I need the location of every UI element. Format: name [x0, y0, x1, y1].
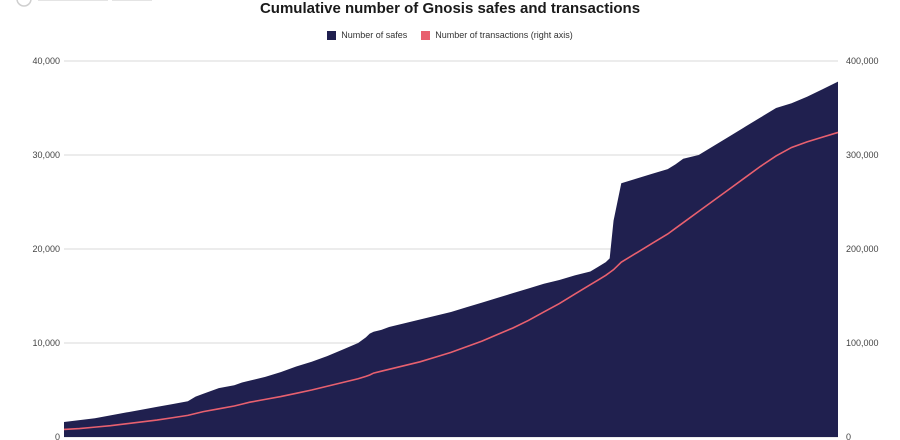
y2-tick-label: 0 [846, 432, 851, 440]
y-tick-label: 30,000 [32, 150, 60, 160]
y2-tick-label: 300,000 [846, 150, 879, 160]
y2-tick-label: 100,000 [846, 338, 879, 348]
legend-item-safes: Number of safes [327, 30, 407, 40]
y-tick-label: 20,000 [32, 244, 60, 254]
brand-logo-graphic [16, 0, 152, 7]
chart-legend: Number of safes Number of transactions (… [0, 30, 900, 40]
legend-label-safes: Number of safes [341, 30, 408, 40]
legend-label-transactions: Number of transactions (right axis) [435, 30, 573, 40]
y2-tick-label: 400,000 [846, 56, 879, 66]
legend-swatch-safes [327, 30, 337, 40]
y-tick-label: 10,000 [32, 338, 60, 348]
legend-item-transactions: Number of transactions (right axis) [421, 30, 573, 40]
y-tick-label: 40,000 [32, 56, 60, 66]
legend-swatch-transactions [421, 30, 431, 40]
transactions-line [63, 131, 839, 431]
safes-area [64, 81, 838, 438]
chart-title: Cumulative number of Gnosis safes and tr… [259, 0, 641, 17]
y-tick-label: 0 [55, 432, 60, 440]
y2-tick-label: 200,000 [846, 244, 879, 254]
brand-logo [14, 0, 194, 7]
